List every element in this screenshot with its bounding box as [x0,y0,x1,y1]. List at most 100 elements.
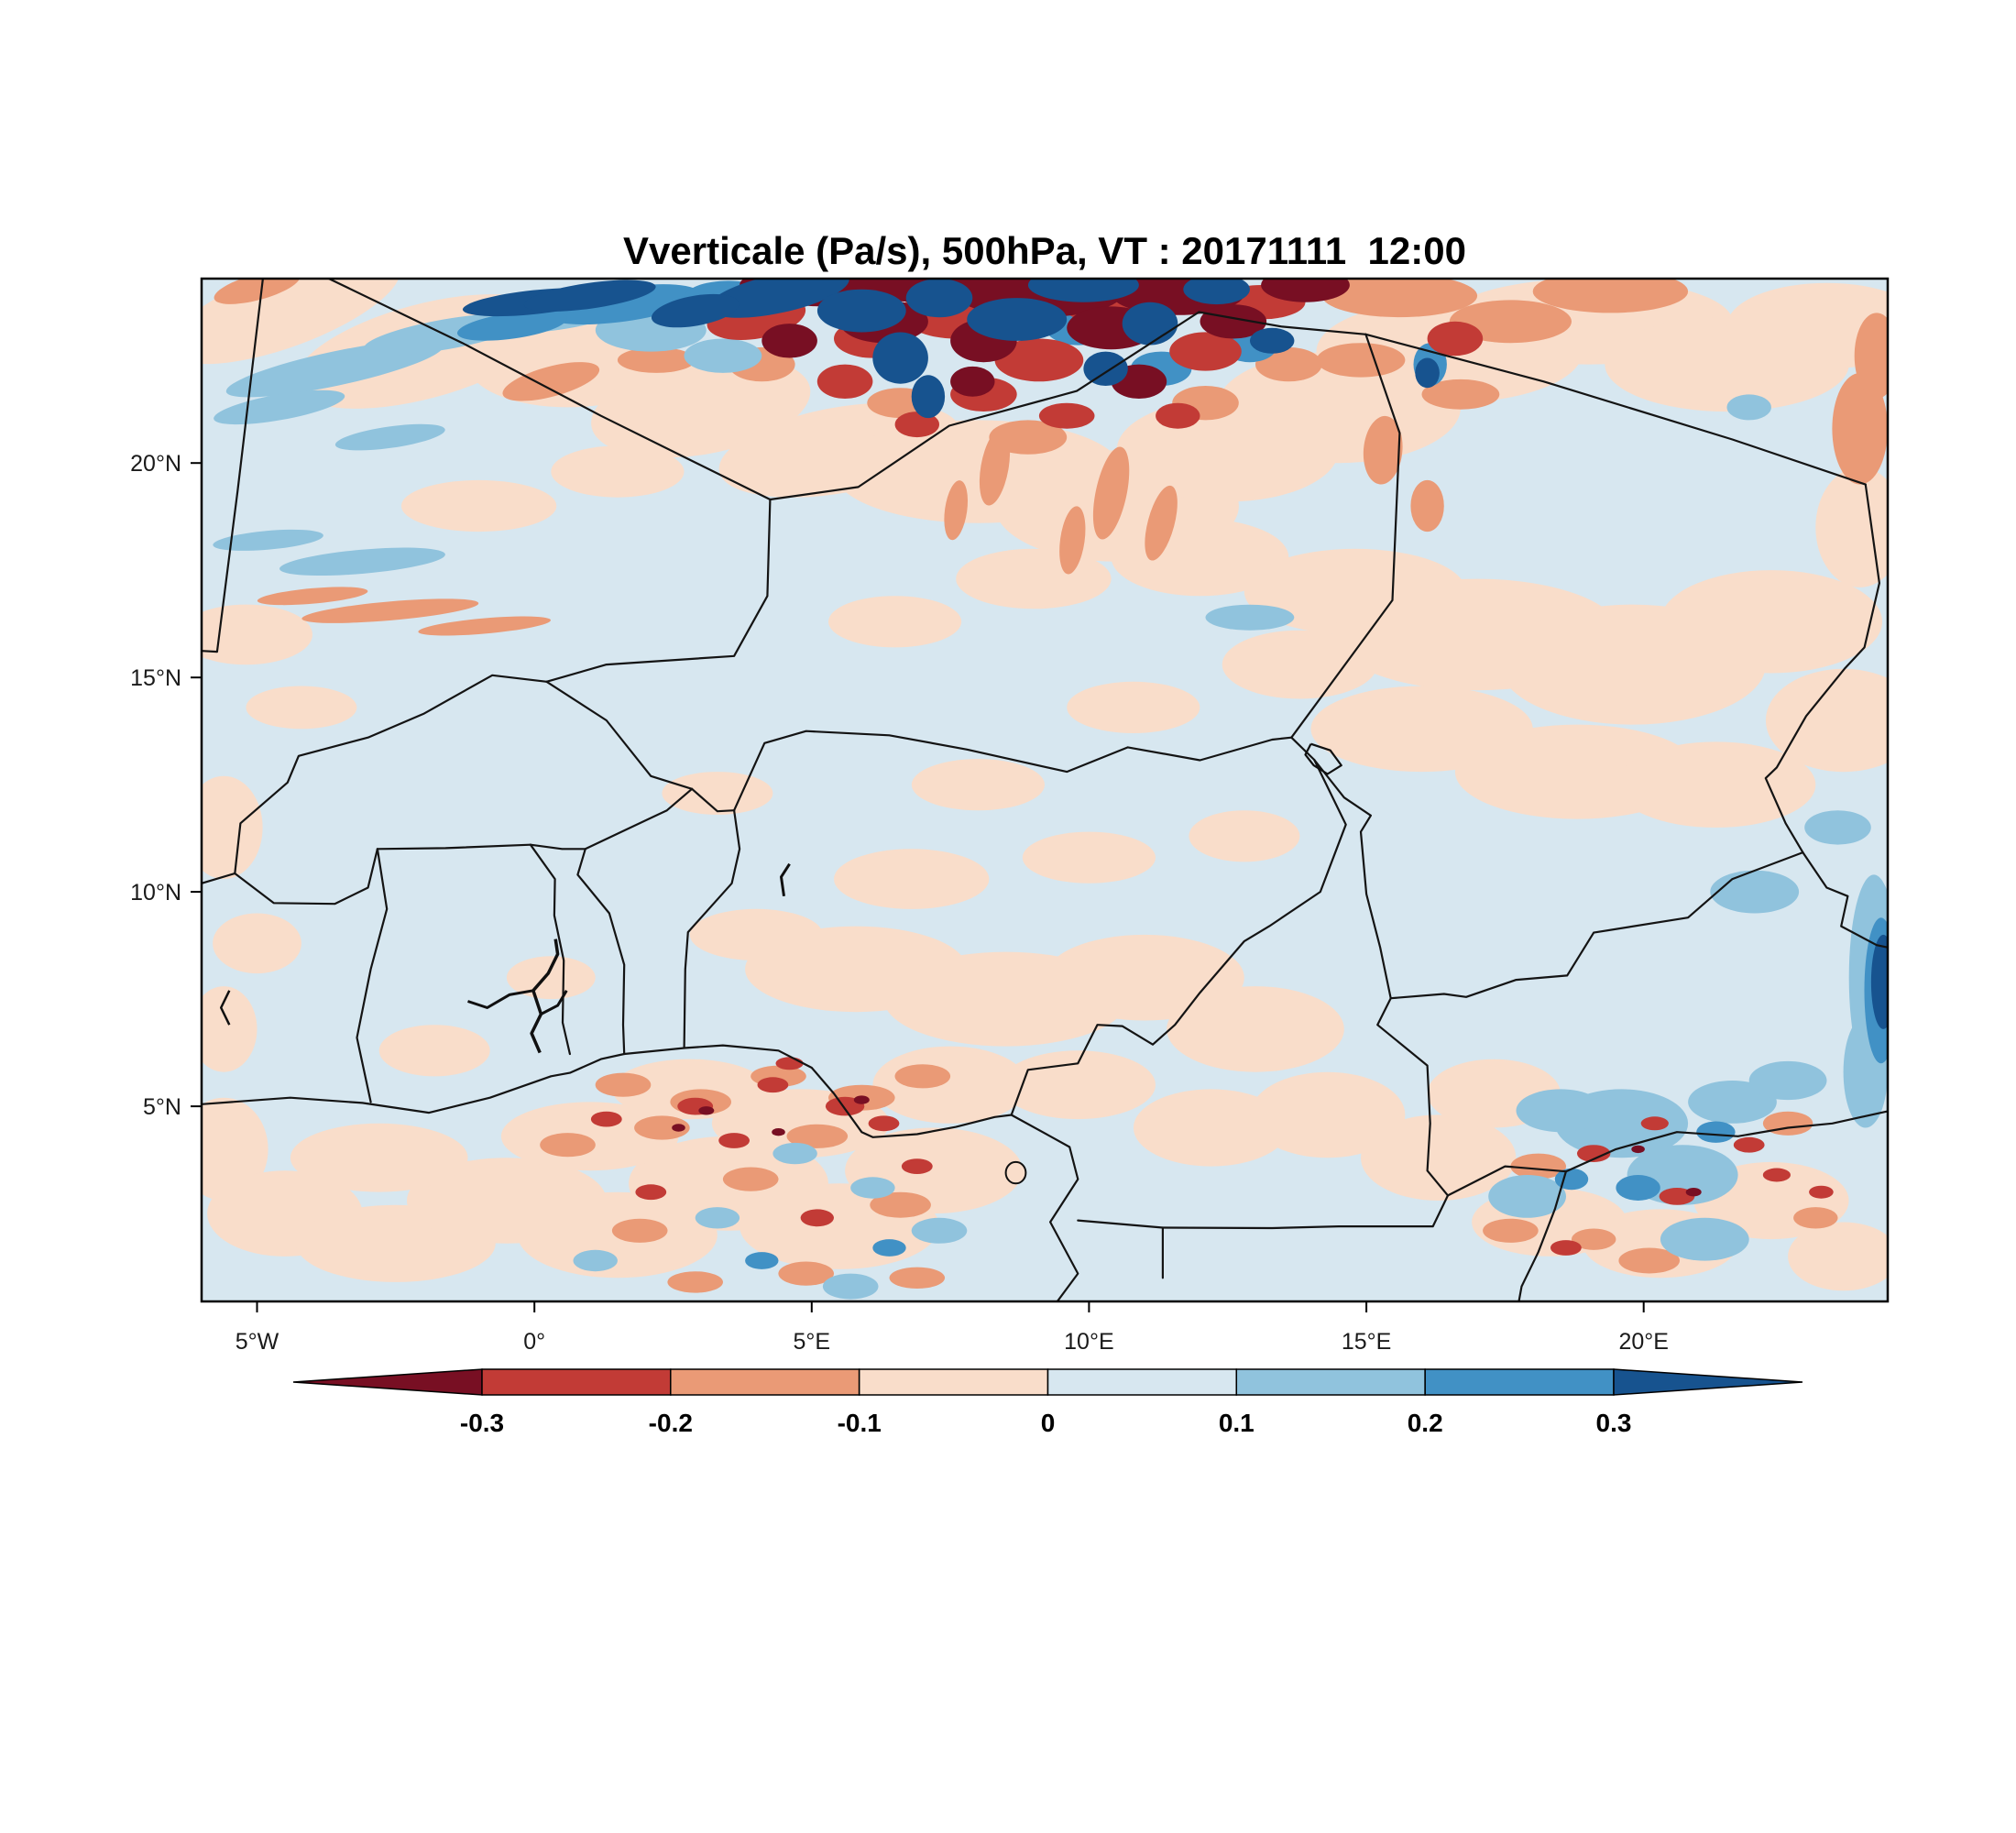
field-region [418,616,552,636]
field-region [1516,1089,1605,1133]
colorbar-segment [481,1368,672,1396]
field-region [1027,279,1139,302]
border-nigeria-chad [1290,736,1316,762]
field-region [872,332,928,384]
field-region [1733,1136,1765,1153]
figure-title: Vverticale (Pa/s), 500hPa, VT : 20171111… [623,229,1466,272]
field-layer [202,279,1888,1301]
field-region [672,1124,685,1132]
field-region [1122,302,1178,346]
field-region [853,1095,870,1104]
colorbar-label: 0.1 [1219,1409,1255,1437]
colorbar-segment [1046,1368,1238,1396]
field-region [757,1077,789,1093]
field-region [822,1273,879,1300]
field-region [1660,570,1882,674]
border-niger-chad [1290,333,1401,739]
field-region [786,1124,849,1148]
colorbar-label: -0.2 [649,1409,693,1437]
field-region [1550,1240,1582,1256]
field-region [905,279,973,318]
map-area [202,279,1888,1301]
field-region [1748,1060,1827,1101]
field-region [745,1252,779,1269]
field-region [202,604,312,665]
field-region [695,1207,740,1229]
map-frame [200,277,1890,1303]
border-mali-civ [202,872,236,884]
field-region [1710,870,1800,914]
field-region [901,1158,933,1174]
field-region [1696,1121,1736,1143]
y-axis-tick-label: 15°N [130,665,181,691]
y-axis-tick-label: 5°N [143,1094,181,1120]
border-chad-sudan [1764,483,1880,854]
x-axis-tick-label: 15°E [1342,1329,1391,1355]
field-region [1067,681,1200,734]
field-region [1577,1145,1611,1162]
x-axis-tick-label: 5°E [794,1329,831,1355]
field-region [1616,1175,1660,1201]
field-region [1631,1145,1645,1154]
y-axis-tick-label: 20°N [130,451,181,477]
field-region [546,284,700,325]
field-region [662,772,773,815]
field-region [378,1025,490,1077]
field-region [1255,346,1322,382]
field-region [1189,810,1300,862]
colorbar: -0.3 -0.2 -0.1 0 0.1 0.2 0.3 [292,1368,1803,1437]
colorbar-label: 0.2 [1408,1409,1443,1437]
border-congo-drc [1517,1170,1567,1301]
field-region [1572,1228,1616,1250]
field-region [1038,402,1095,429]
field-region [761,324,817,358]
field-region [1363,415,1403,485]
field-region [202,279,400,365]
lake-kossou [219,990,231,1026]
field-region [1726,282,1888,369]
field-region [1410,479,1444,532]
colorbar-segment [670,1368,860,1396]
field-region [502,362,600,401]
field-region [246,686,357,730]
field-region [334,423,445,451]
x-axis-tick-label: 20°E [1618,1329,1668,1355]
colorbar-label: -0.3 [460,1409,504,1437]
field-region [722,1167,779,1191]
field-region [1532,279,1689,313]
border-cameroon-car [1376,997,1450,1197]
field-region [967,298,1068,341]
field-region [1000,1050,1156,1120]
field-region [684,338,762,373]
field-region [611,1218,668,1243]
border-car-congo-drc [1446,1110,1888,1197]
border-niger-libya [1198,311,1367,335]
field-region [1854,313,1888,399]
field-region [1616,741,1816,828]
field-region [1361,1114,1517,1201]
field-region [290,1123,468,1192]
field-region [1321,279,1478,318]
field-region [1421,379,1500,410]
field-region [994,338,1084,382]
field-region [1483,1218,1539,1243]
field-region [911,759,1045,811]
field-region [707,279,849,318]
field-region [1788,1222,1888,1291]
field-region [944,480,969,541]
field-region [698,1106,715,1115]
axes-layer: 5°W 0° 5°E 10°E 15°E 20°E 20°N 15°N 10°N 5°N [130,451,1669,1355]
field-region [775,1057,804,1070]
field-region [1092,446,1130,540]
border-nigeria-cameroon [1010,758,1347,1116]
field-region [634,1115,690,1140]
field-region [1250,1071,1406,1158]
field-region [800,1209,834,1227]
field-region [1083,351,1128,386]
colorbar-segment [1424,1368,1615,1396]
field-region [911,375,946,419]
border-cameroon-chad [1313,758,1392,1000]
borders-layer [202,279,1888,1301]
field-region [1765,668,1888,773]
